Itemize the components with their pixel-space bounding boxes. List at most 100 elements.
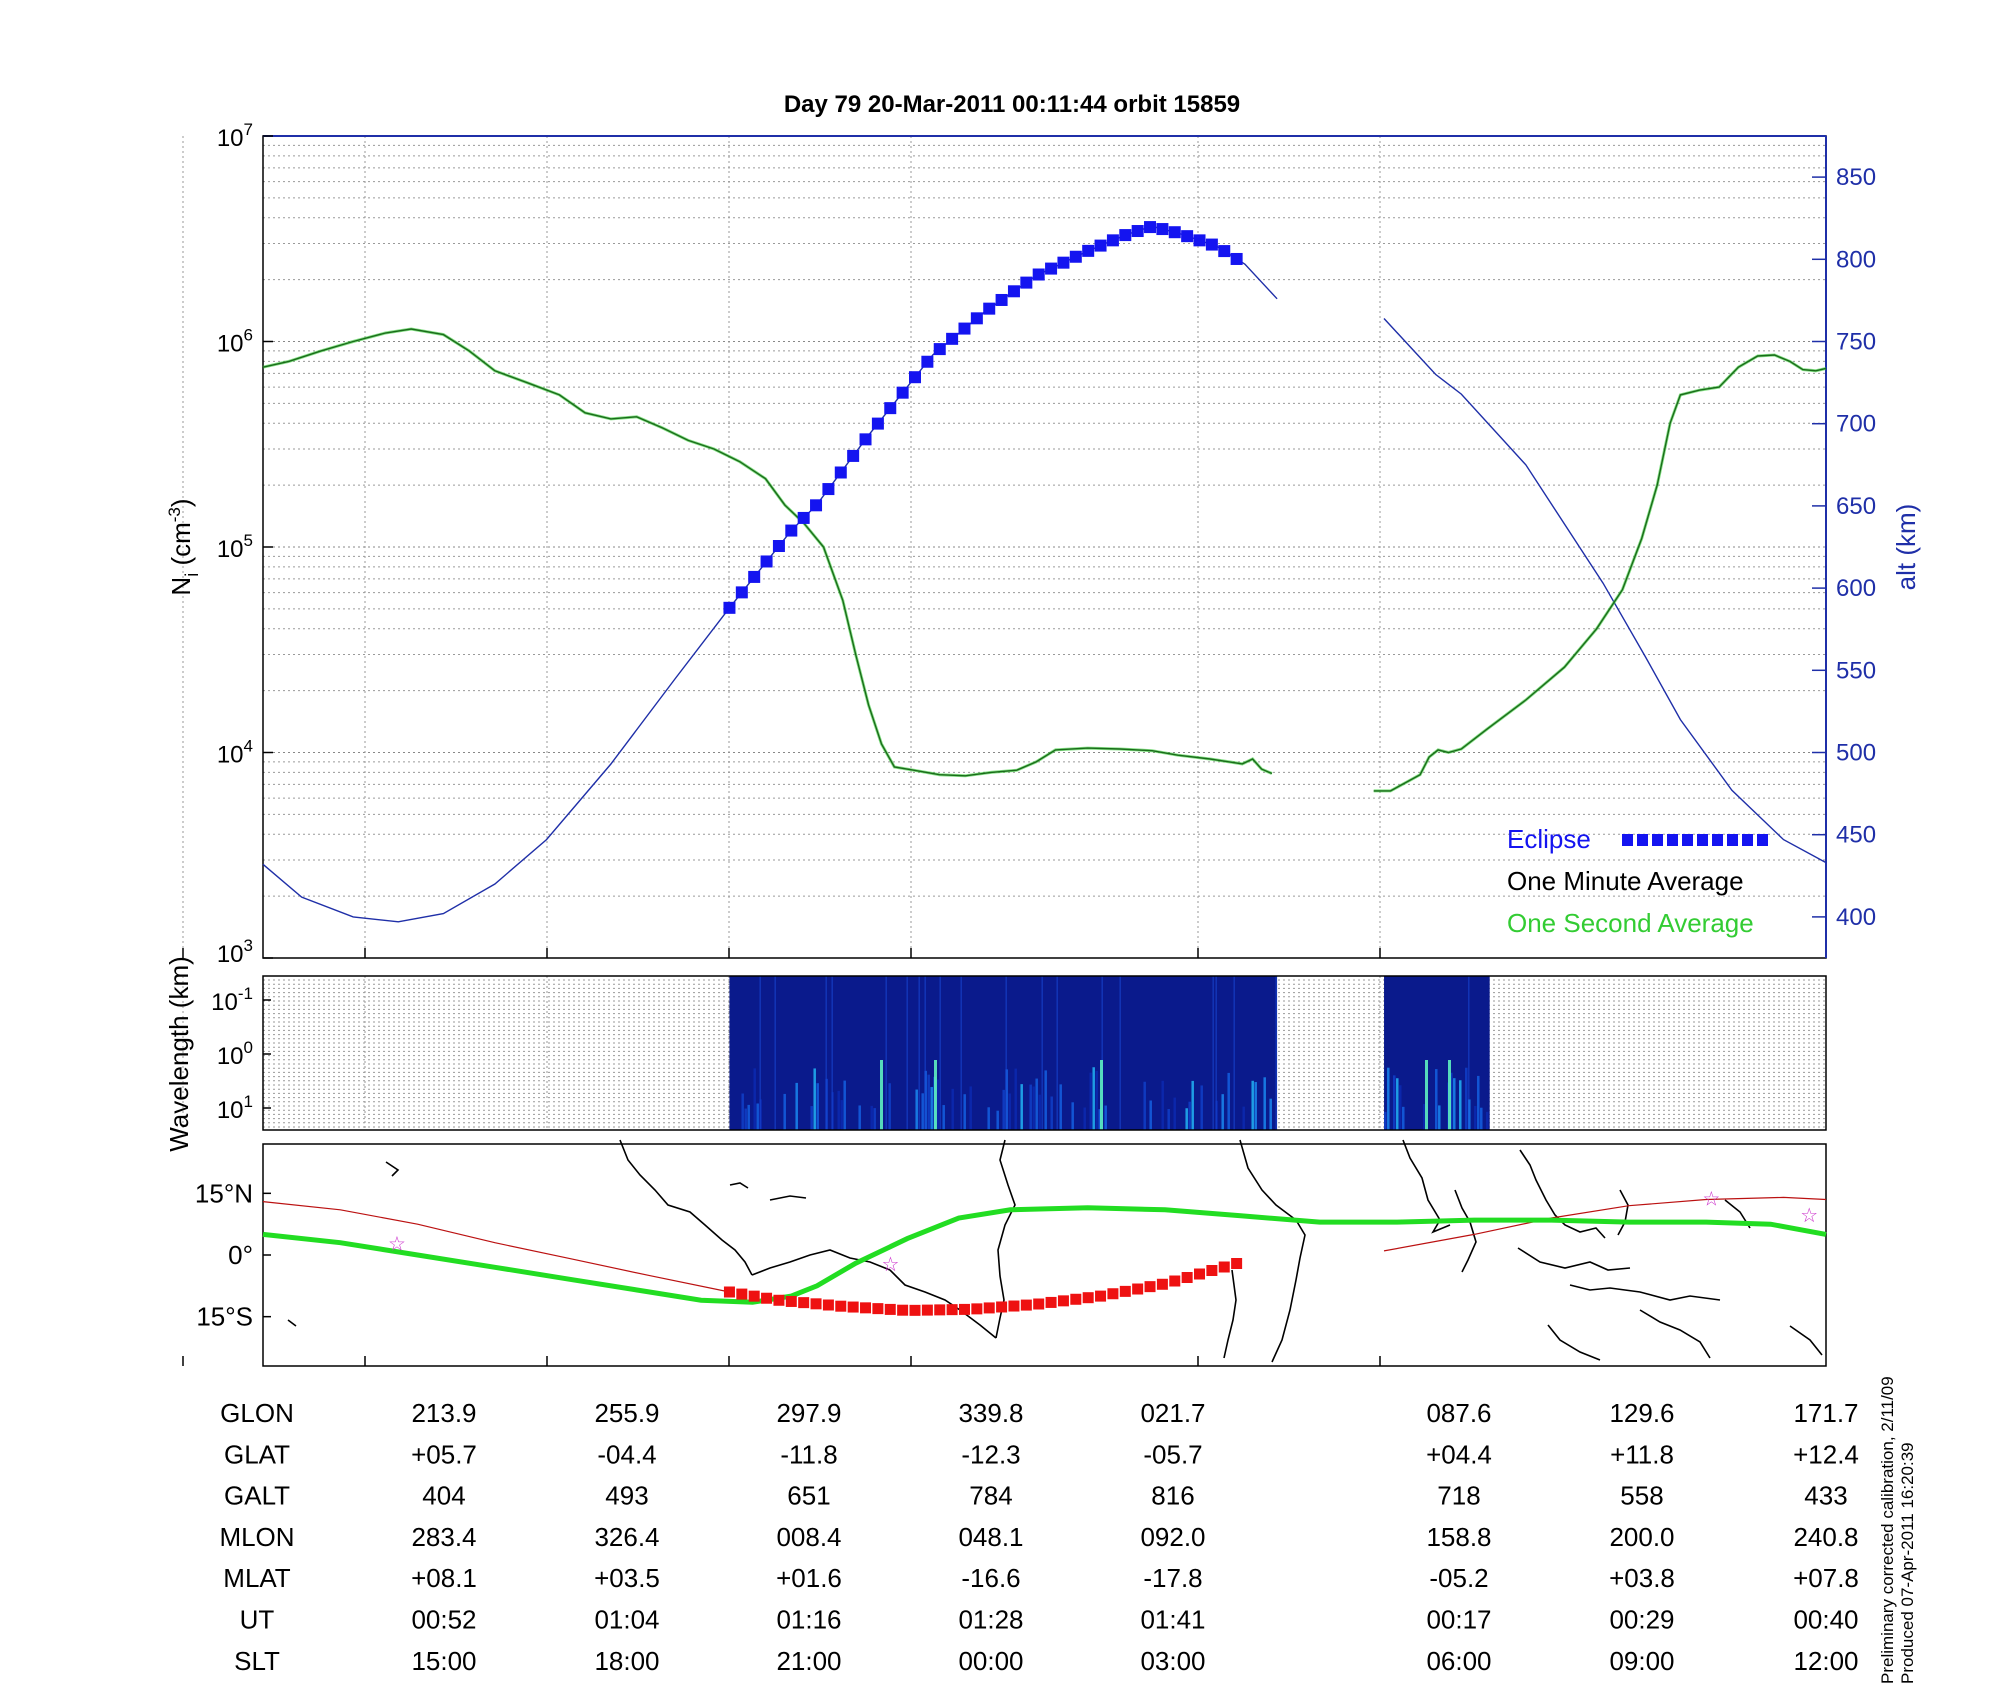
- eclipse-track-marker: [996, 1301, 1008, 1313]
- spectrogram-stripe: [927, 1074, 930, 1130]
- legend-second-label: One Second Average: [1507, 908, 1754, 938]
- table-cell: -12.3: [961, 1439, 1020, 1469]
- spectrogram-stripe: [1044, 1070, 1047, 1130]
- eclipse-track-marker: [1119, 1285, 1131, 1297]
- eclipse-track-marker: [909, 1304, 921, 1316]
- spectrogram-stripe: [1149, 1100, 1152, 1130]
- spectrogram-stripe: [1399, 1085, 1402, 1130]
- table-cell: 493: [605, 1481, 648, 1511]
- spectrogram-stripe: [1038, 1094, 1041, 1130]
- ground-track-line: [262, 1205, 1827, 1305]
- coastline: [1454, 1189, 1477, 1273]
- spectrogram-streak: [918, 976, 920, 1130]
- eclipse-track-marker: [1231, 1258, 1243, 1270]
- spectrogram-stripe: [1191, 1080, 1194, 1130]
- table-cell: +03.5: [594, 1563, 660, 1593]
- spectrogram-stripe: [1143, 1081, 1146, 1130]
- table-cell: 09:00: [1609, 1646, 1674, 1676]
- table-cell: -05.7: [1143, 1439, 1202, 1469]
- coastline: [385, 1161, 400, 1177]
- spectrogram-y-tick-label: 101: [217, 1092, 253, 1124]
- eclipse-marker: [859, 433, 872, 446]
- table-cell: 158.8: [1426, 1522, 1491, 1552]
- legend-eclipse-label: Eclipse: [1507, 824, 1591, 854]
- table-cell: +08.1: [411, 1563, 477, 1593]
- eclipse-track-marker: [1156, 1278, 1168, 1290]
- spectrogram-stripe: [1050, 1096, 1053, 1130]
- table-row-label: MLON: [219, 1522, 294, 1552]
- table-cell: 433: [1804, 1481, 1847, 1511]
- spectrogram-stripe: [1459, 1080, 1462, 1130]
- eclipse-marker: [797, 511, 810, 524]
- spectrogram-stripe: [1227, 1072, 1230, 1130]
- spectrogram-stripe: [870, 1105, 873, 1130]
- y2-tick-label: 850: [1836, 164, 1876, 191]
- eclipse-marker: [1193, 234, 1206, 247]
- spectrogram-stripe: [1071, 1102, 1074, 1130]
- table-row-label: SLT: [234, 1646, 280, 1676]
- spectrogram-stripe: [1254, 1082, 1257, 1130]
- table-cell: +05.7: [411, 1439, 477, 1469]
- coastline: [1617, 1189, 1629, 1236]
- spectrogram-stripe: [858, 1105, 861, 1130]
- eclipse-marker: [909, 371, 922, 384]
- orbit-parameter-table: GLON 213.9 255.9 297.9 339.8 021.7 087.6 129.6 1…: [219, 1398, 1858, 1676]
- spectrogram-bright-line: [880, 1060, 883, 1130]
- table-cell: 092.0: [1140, 1522, 1205, 1552]
- eclipse-marker: [1218, 245, 1231, 258]
- legend-minute-label: One Minute Average: [1507, 866, 1744, 896]
- eclipse-marker: [1020, 276, 1033, 289]
- y-tick-label: 106: [217, 326, 253, 358]
- coastline: [1223, 1269, 1237, 1359]
- spectrogram-stripe: [888, 1083, 891, 1130]
- eclipse-track-marker: [1057, 1295, 1069, 1307]
- spectrogram-panel: 10-1 100 101 Wavelength (km): [164, 956, 1827, 1152]
- eclipse-track-marker: [773, 1294, 785, 1306]
- spectrogram-stripe: [987, 1107, 990, 1130]
- legend-eclipse-swatch: [1742, 834, 1753, 846]
- eclipse-marker: [1082, 244, 1095, 257]
- spectrogram-y-tick-label: 100: [217, 1038, 253, 1070]
- coastline: [729, 1182, 749, 1189]
- spectrogram-stripe: [1474, 1105, 1477, 1130]
- spectrogram-streak: [1041, 976, 1043, 1130]
- table-cell: +01.6: [776, 1563, 842, 1593]
- table-cell: 008.4: [776, 1522, 841, 1552]
- table-cell: 18:00: [594, 1646, 659, 1676]
- eclipse-marker: [946, 332, 959, 345]
- eclipse-marker: [1069, 250, 1082, 263]
- table-cell: 048.1: [958, 1522, 1023, 1552]
- coastline: [619, 1139, 753, 1276]
- table-cell: 00:52: [411, 1605, 476, 1635]
- eclipse-marker: [896, 386, 909, 399]
- spectrogram-stripe: [1242, 1106, 1245, 1130]
- legend-eclipse-swatch: [1697, 834, 1708, 846]
- spectrogram-y-tick-label: 10-1: [211, 984, 253, 1016]
- spectrogram-stripe: [1477, 1075, 1480, 1130]
- coastline: [1402, 1139, 1451, 1234]
- spectrogram-stripe: [921, 1093, 924, 1130]
- spectrogram-bright-line: [934, 1060, 937, 1130]
- eclipse-track-marker: [1082, 1292, 1094, 1304]
- coastline: [1517, 1247, 1631, 1271]
- spectrogram-stripe: [1161, 1080, 1164, 1130]
- table-cell: 171.7: [1793, 1398, 1858, 1428]
- table-cell: 404: [422, 1481, 465, 1511]
- latitude-tick-label: 15°S: [196, 1302, 253, 1332]
- eclipse-marker: [723, 601, 736, 614]
- eclipse-track-marker: [1095, 1290, 1107, 1302]
- altitude-line: [1383, 318, 1827, 864]
- table-cell: 240.8: [1793, 1522, 1858, 1552]
- spectrogram-stripe: [1035, 1078, 1038, 1130]
- eclipse-track-marker: [1169, 1275, 1181, 1287]
- eclipse-marker: [1094, 239, 1107, 252]
- coastline: [1569, 1284, 1721, 1301]
- spectrogram-stripe: [1089, 1072, 1092, 1130]
- spectrogram-stripe: [1384, 1111, 1387, 1130]
- spectrogram-stripe: [1251, 1080, 1254, 1130]
- coastline: [1547, 1324, 1601, 1361]
- spectrogram-stripe: [1486, 1111, 1489, 1130]
- spectrogram-frame: [262, 975, 1827, 1131]
- spectrogram-stripe: [1393, 1075, 1396, 1130]
- table-cell: 087.6: [1426, 1398, 1491, 1428]
